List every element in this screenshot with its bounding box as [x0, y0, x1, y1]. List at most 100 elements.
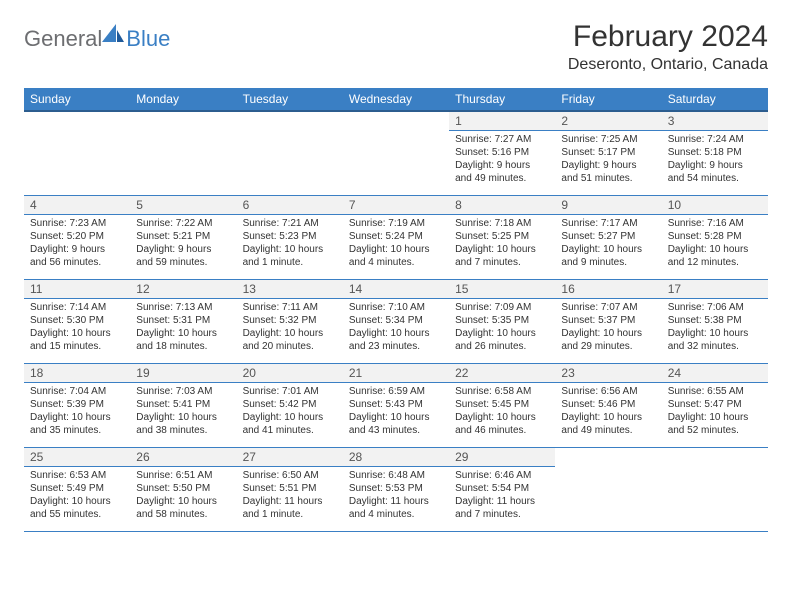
- sunset-text: Sunset: 5:16 PM: [455, 146, 549, 159]
- daylight-text: Daylight: 9 hours and 54 minutes.: [668, 159, 762, 185]
- sunrise-text: Sunrise: 7:10 AM: [349, 301, 443, 314]
- daylight-text: Daylight: 11 hours and 1 minute.: [243, 495, 337, 521]
- daylight-text: Daylight: 10 hours and 26 minutes.: [455, 327, 549, 353]
- daylight-text: Daylight: 10 hours and 35 minutes.: [30, 411, 124, 437]
- calendar-cell: [662, 447, 768, 531]
- day-number: 12: [130, 280, 236, 299]
- month-title: February 2024: [568, 20, 768, 54]
- sunrise-text: Sunrise: 7:04 AM: [30, 385, 124, 398]
- sunrise-text: Sunrise: 7:23 AM: [30, 217, 124, 230]
- calendar-cell: 7Sunrise: 7:19 AMSunset: 5:24 PMDaylight…: [343, 195, 449, 279]
- calendar-cell: [343, 111, 449, 195]
- calendar-cell: 13Sunrise: 7:11 AMSunset: 5:32 PMDayligh…: [237, 279, 343, 363]
- day-content: Sunrise: 7:11 AMSunset: 5:32 PMDaylight:…: [237, 299, 343, 357]
- day-content: Sunrise: 6:48 AMSunset: 5:53 PMDaylight:…: [343, 467, 449, 525]
- daylight-text: Daylight: 10 hours and 18 minutes.: [136, 327, 230, 353]
- sunrise-text: Sunrise: 6:58 AM: [455, 385, 549, 398]
- sunset-text: Sunset: 5:28 PM: [668, 230, 762, 243]
- day-content: Sunrise: 7:01 AMSunset: 5:42 PMDaylight:…: [237, 383, 343, 441]
- day-content: Sunrise: 6:46 AMSunset: 5:54 PMDaylight:…: [449, 467, 555, 525]
- sunset-text: Sunset: 5:54 PM: [455, 482, 549, 495]
- sunrise-text: Sunrise: 6:56 AM: [561, 385, 655, 398]
- sunset-text: Sunset: 5:35 PM: [455, 314, 549, 327]
- sunrise-text: Sunrise: 6:55 AM: [668, 385, 762, 398]
- day-number: 25: [24, 448, 130, 467]
- calendar-cell: 18 Sunrise: 7:04 AMSunset: 5:39 PMDayligh…: [24, 363, 130, 447]
- daylight-text: Daylight: 10 hours and 52 minutes.: [668, 411, 762, 437]
- daylight-text: Daylight: 10 hours and 1 minute.: [243, 243, 337, 269]
- calendar-cell: 29Sunrise: 6:46 AMSunset: 5:54 PMDayligh…: [449, 447, 555, 531]
- daylight-text: Daylight: 10 hours and 32 minutes.: [668, 327, 762, 353]
- calendar-cell: 5Sunrise: 7:22 AMSunset: 5:21 PMDaylight…: [130, 195, 236, 279]
- calendar-cell: 22Sunrise: 6:58 AMSunset: 5:45 PMDayligh…: [449, 363, 555, 447]
- daylight-text: Daylight: 10 hours and 4 minutes.: [349, 243, 443, 269]
- sunrise-text: Sunrise: 7:25 AM: [561, 133, 655, 146]
- calendar-week-row: 18Sunrise: 7:04 AMSunset: 5:39 PMDayligh…: [24, 363, 768, 447]
- day-content: Sunrise: 7:18 AMSunset: 5:25 PMDaylight:…: [449, 215, 555, 273]
- logo-text-general: General: [24, 26, 102, 52]
- sunrise-text: Sunrise: 7:14 AM: [30, 301, 124, 314]
- day-number: 19: [130, 364, 236, 383]
- sunrise-text: Sunrise: 7:19 AM: [349, 217, 443, 230]
- daylight-text: Daylight: 10 hours and 41 minutes.: [243, 411, 337, 437]
- daylight-text: Daylight: 10 hours and 15 minutes.: [30, 327, 124, 353]
- sunrise-text: Sunrise: 7:18 AM: [455, 217, 549, 230]
- day-content: Sunrise: 6:50 AMSunset: 5:51 PMDaylight:…: [237, 467, 343, 525]
- sunset-text: Sunset: 5:30 PM: [30, 314, 124, 327]
- sunrise-text: Sunrise: 7:06 AM: [668, 301, 762, 314]
- calendar-cell: 10Sunrise: 7:16 AMSunset: 5:28 PMDayligh…: [662, 195, 768, 279]
- day-number: 17: [662, 280, 768, 299]
- calendar-cell: 26Sunrise: 6:51 AMSunset: 5:50 PMDayligh…: [130, 447, 236, 531]
- calendar-week-row: 4Sunrise: 7:23 AMSunset: 5:20 PMDaylight…: [24, 195, 768, 279]
- sunset-text: Sunset: 5:53 PM: [349, 482, 443, 495]
- calendar-week-row: 11Sunrise: 7:14 AMSunset: 5:30 PMDayligh…: [24, 279, 768, 363]
- sunrise-text: Sunrise: 7:09 AM: [455, 301, 549, 314]
- day-number: 6: [237, 196, 343, 215]
- sunset-text: Sunset: 5:24 PM: [349, 230, 443, 243]
- day-number: 3: [662, 112, 768, 131]
- day-content: Sunrise: 6:51 AMSunset: 5:50 PMDaylight:…: [130, 467, 236, 525]
- daylight-text: Daylight: 10 hours and 29 minutes.: [561, 327, 655, 353]
- day-header: Sunday: [24, 88, 130, 111]
- sunrise-text: Sunrise: 6:53 AM: [30, 469, 124, 482]
- calendar-week-row: 1Sunrise: 7:27 AMSunset: 5:16 PMDaylight…: [24, 111, 768, 195]
- sunset-text: Sunset: 5:32 PM: [243, 314, 337, 327]
- day-number: 20: [237, 364, 343, 383]
- daylight-text: Daylight: 10 hours and 46 minutes.: [455, 411, 549, 437]
- calendar-cell: 25Sunrise: 6:53 AMSunset: 5:49 PMDayligh…: [24, 447, 130, 531]
- day-header-row: Sunday Monday Tuesday Wednesday Thursday…: [24, 88, 768, 111]
- day-header: Friday: [555, 88, 661, 111]
- day-number: 2: [555, 112, 661, 131]
- day-content: Sunrise: 6:56 AMSunset: 5:46 PMDaylight:…: [555, 383, 661, 441]
- day-number: 26: [130, 448, 236, 467]
- day-content: Sunrise: 7:22 AMSunset: 5:21 PMDaylight:…: [130, 215, 236, 273]
- sunset-text: Sunset: 5:45 PM: [455, 398, 549, 411]
- day-number: 15: [449, 280, 555, 299]
- day-number: 7: [343, 196, 449, 215]
- day-content: Sunrise: 7:27 AMSunset: 5:16 PMDaylight:…: [449, 131, 555, 189]
- sunset-text: Sunset: 5:39 PM: [30, 398, 124, 411]
- day-header: Saturday: [662, 88, 768, 111]
- day-number: 13: [237, 280, 343, 299]
- sunset-text: Sunset: 5:50 PM: [136, 482, 230, 495]
- day-number: 23: [555, 364, 661, 383]
- calendar-cell: 14Sunrise: 7:10 AMSunset: 5:34 PMDayligh…: [343, 279, 449, 363]
- day-number: 21: [343, 364, 449, 383]
- sunset-text: Sunset: 5:23 PM: [243, 230, 337, 243]
- sunset-text: Sunset: 5:27 PM: [561, 230, 655, 243]
- page-header: General Blue February 2024 Deseronto, On…: [24, 20, 768, 74]
- day-number: 22: [449, 364, 555, 383]
- day-content: Sunrise: 7:19 AMSunset: 5:24 PMDaylight:…: [343, 215, 449, 273]
- day-number: 18: [24, 364, 130, 383]
- day-number: 1: [449, 112, 555, 131]
- sunrise-text: Sunrise: 6:48 AM: [349, 469, 443, 482]
- sunset-text: Sunset: 5:47 PM: [668, 398, 762, 411]
- day-content: Sunrise: 6:58 AMSunset: 5:45 PMDaylight:…: [449, 383, 555, 441]
- day-number: 11: [24, 280, 130, 299]
- calendar-cell: 21Sunrise: 6:59 AMSunset: 5:43 PMDayligh…: [343, 363, 449, 447]
- sunset-text: Sunset: 5:42 PM: [243, 398, 337, 411]
- day-content: Sunrise: 7:13 AMSunset: 5:31 PMDaylight:…: [130, 299, 236, 357]
- calendar-cell: 20Sunrise: 7:01 AMSunset: 5:42 PMDayligh…: [237, 363, 343, 447]
- calendar-cell: 17Sunrise: 7:06 AMSunset: 5:38 PMDayligh…: [662, 279, 768, 363]
- day-content: Sunrise: 7:06 AMSunset: 5:38 PMDaylight:…: [662, 299, 768, 357]
